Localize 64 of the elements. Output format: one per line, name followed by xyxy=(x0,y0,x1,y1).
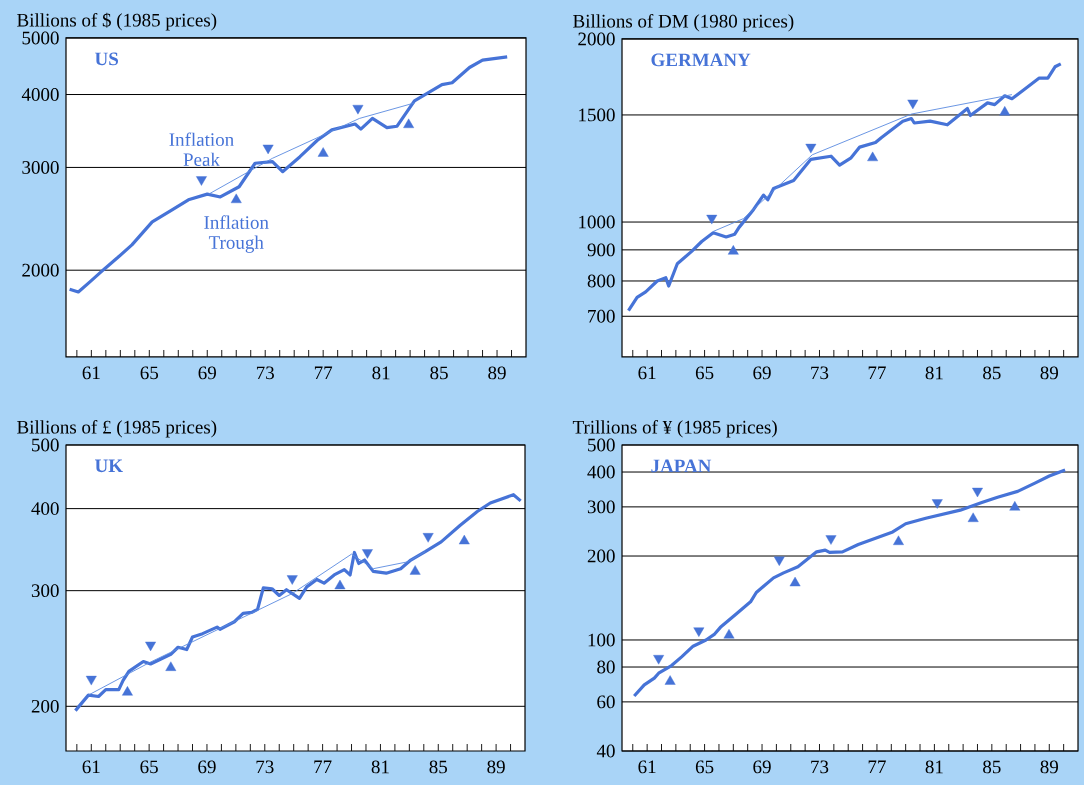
y-axis-title: Billions of $ (1985 prices) xyxy=(17,12,217,31)
y-tick-label: 1000 xyxy=(579,215,615,229)
x-tick-label: 77 xyxy=(314,366,333,379)
y-tick-label: 3000 xyxy=(22,161,59,174)
x-tick-label: 61 xyxy=(638,366,656,380)
x-tick-label: 73 xyxy=(256,760,274,774)
text: GERMANY xyxy=(651,53,751,67)
y-tick-label: 200 xyxy=(31,699,59,713)
x-tick-label: 85 xyxy=(429,760,448,774)
x-tick-label: 69 xyxy=(198,760,216,774)
y-tick-label: 5000 xyxy=(22,31,59,45)
x-tick-label: 69 xyxy=(753,366,771,380)
x-tick-label: 65 xyxy=(140,760,158,774)
text: JAPAN xyxy=(651,459,712,473)
x-tick-label: 89 xyxy=(488,366,506,380)
x-tick-label: 73 xyxy=(811,366,829,380)
y-tick-label: 60 xyxy=(597,695,615,709)
x-tick-label: 77 xyxy=(868,366,886,379)
x-tick-label: 69 xyxy=(753,760,771,774)
x-tick-label: 65 xyxy=(695,366,714,380)
x-tick-label: 61 xyxy=(82,760,100,774)
y-tick-label: 700 xyxy=(588,309,615,323)
x-tick-label: 69 xyxy=(198,366,216,380)
x-tick-label: 85 xyxy=(430,366,448,380)
y-tick-label: 900 xyxy=(587,243,615,257)
x-tick-label: 73 xyxy=(811,760,829,774)
x-tick-label: 89 xyxy=(1040,760,1059,774)
y-tick-label: 100 xyxy=(588,633,615,647)
annotation: Inflation Trough xyxy=(204,215,269,253)
y-tick-label: 300 xyxy=(31,584,59,598)
text: US xyxy=(95,52,119,66)
x-tick-label: 73 xyxy=(256,366,274,380)
y-axis-title: Billions of £ (1985 prices) xyxy=(17,420,217,438)
y-tick-label: 400 xyxy=(31,502,59,516)
x-tick-label: 89 xyxy=(487,760,505,774)
y-tick-label: 80 xyxy=(597,660,615,674)
y-tick-label: 2000 xyxy=(578,32,615,46)
y-tick-label: 4000 xyxy=(21,88,59,101)
y-axis-title: Billions of DM (1980 prices) xyxy=(573,14,794,32)
x-tick-label: 81 xyxy=(371,760,389,774)
x-tick-label: 81 xyxy=(372,366,390,380)
x-tick-label: 81 xyxy=(925,760,943,774)
text: UK xyxy=(95,459,123,473)
x-tick-label: 77 xyxy=(314,760,332,773)
y-tick-label: 2000 xyxy=(22,263,59,277)
x-tick-label: 85 xyxy=(983,760,1001,774)
x-tick-label: 81 xyxy=(925,366,943,380)
x-tick-label: 85 xyxy=(983,366,1001,380)
y-tick-label: 40 xyxy=(596,744,615,758)
x-tick-label: 61 xyxy=(638,760,656,774)
x-tick-label: 65 xyxy=(695,760,714,774)
y-tick-label: 200 xyxy=(587,549,615,563)
x-tick-label: 65 xyxy=(140,366,159,380)
x-tick-label: 77 xyxy=(868,760,886,773)
y-tick-label: 1500 xyxy=(579,108,615,122)
y-tick-label: 500 xyxy=(588,438,615,452)
y-axis-title: Trillions of ¥ (1985 prices) xyxy=(572,420,777,438)
y-tick-label: 500 xyxy=(32,438,59,452)
y-tick-label: 300 xyxy=(587,500,615,514)
annotation: Inflation Peak xyxy=(169,132,234,167)
x-tick-label: 89 xyxy=(1040,366,1059,380)
y-tick-label: 800 xyxy=(587,274,615,288)
x-tick-label: 61 xyxy=(82,366,100,380)
y-tick-label: 400 xyxy=(587,465,615,479)
